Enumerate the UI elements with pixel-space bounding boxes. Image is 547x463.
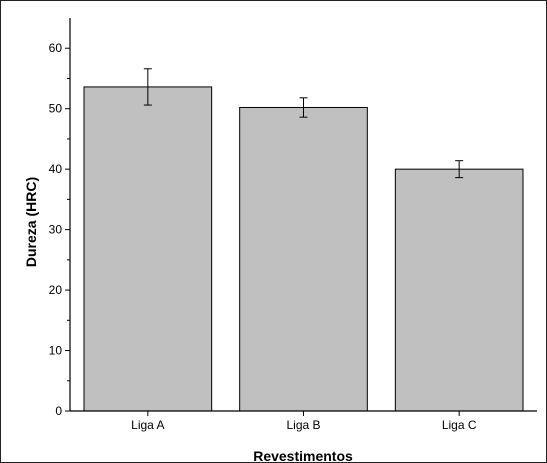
bar-1 <box>83 86 213 412</box>
bar-3 <box>394 168 524 412</box>
x-tick-label-2: Liga B <box>286 418 320 432</box>
y-tick-label-10: 10 <box>49 344 63 358</box>
x-tick-label-3: Liga C <box>442 418 477 432</box>
x-ticks-group: Liga A Liga B Liga C <box>131 411 477 432</box>
y-tick-label-20: 20 <box>49 283 63 297</box>
y-tick-label-0: 0 <box>55 404 62 418</box>
y-axis-title: Dureza (HRC) <box>23 177 39 267</box>
y-ticks-group: 0 10 20 30 40 50 60 <box>49 41 70 418</box>
bars-group <box>83 86 524 412</box>
y-tick-label-40: 40 <box>49 162 63 176</box>
x-tick-label-1: Liga A <box>131 418 164 432</box>
y-tick-label-60: 60 <box>49 41 63 55</box>
y-tick-label-50: 50 <box>49 102 63 116</box>
bar-2 <box>239 106 368 412</box>
y-tick-label-30: 30 <box>49 223 63 237</box>
x-axis-title: Revestimentos <box>253 448 353 463</box>
error-bars-group <box>143 68 464 179</box>
